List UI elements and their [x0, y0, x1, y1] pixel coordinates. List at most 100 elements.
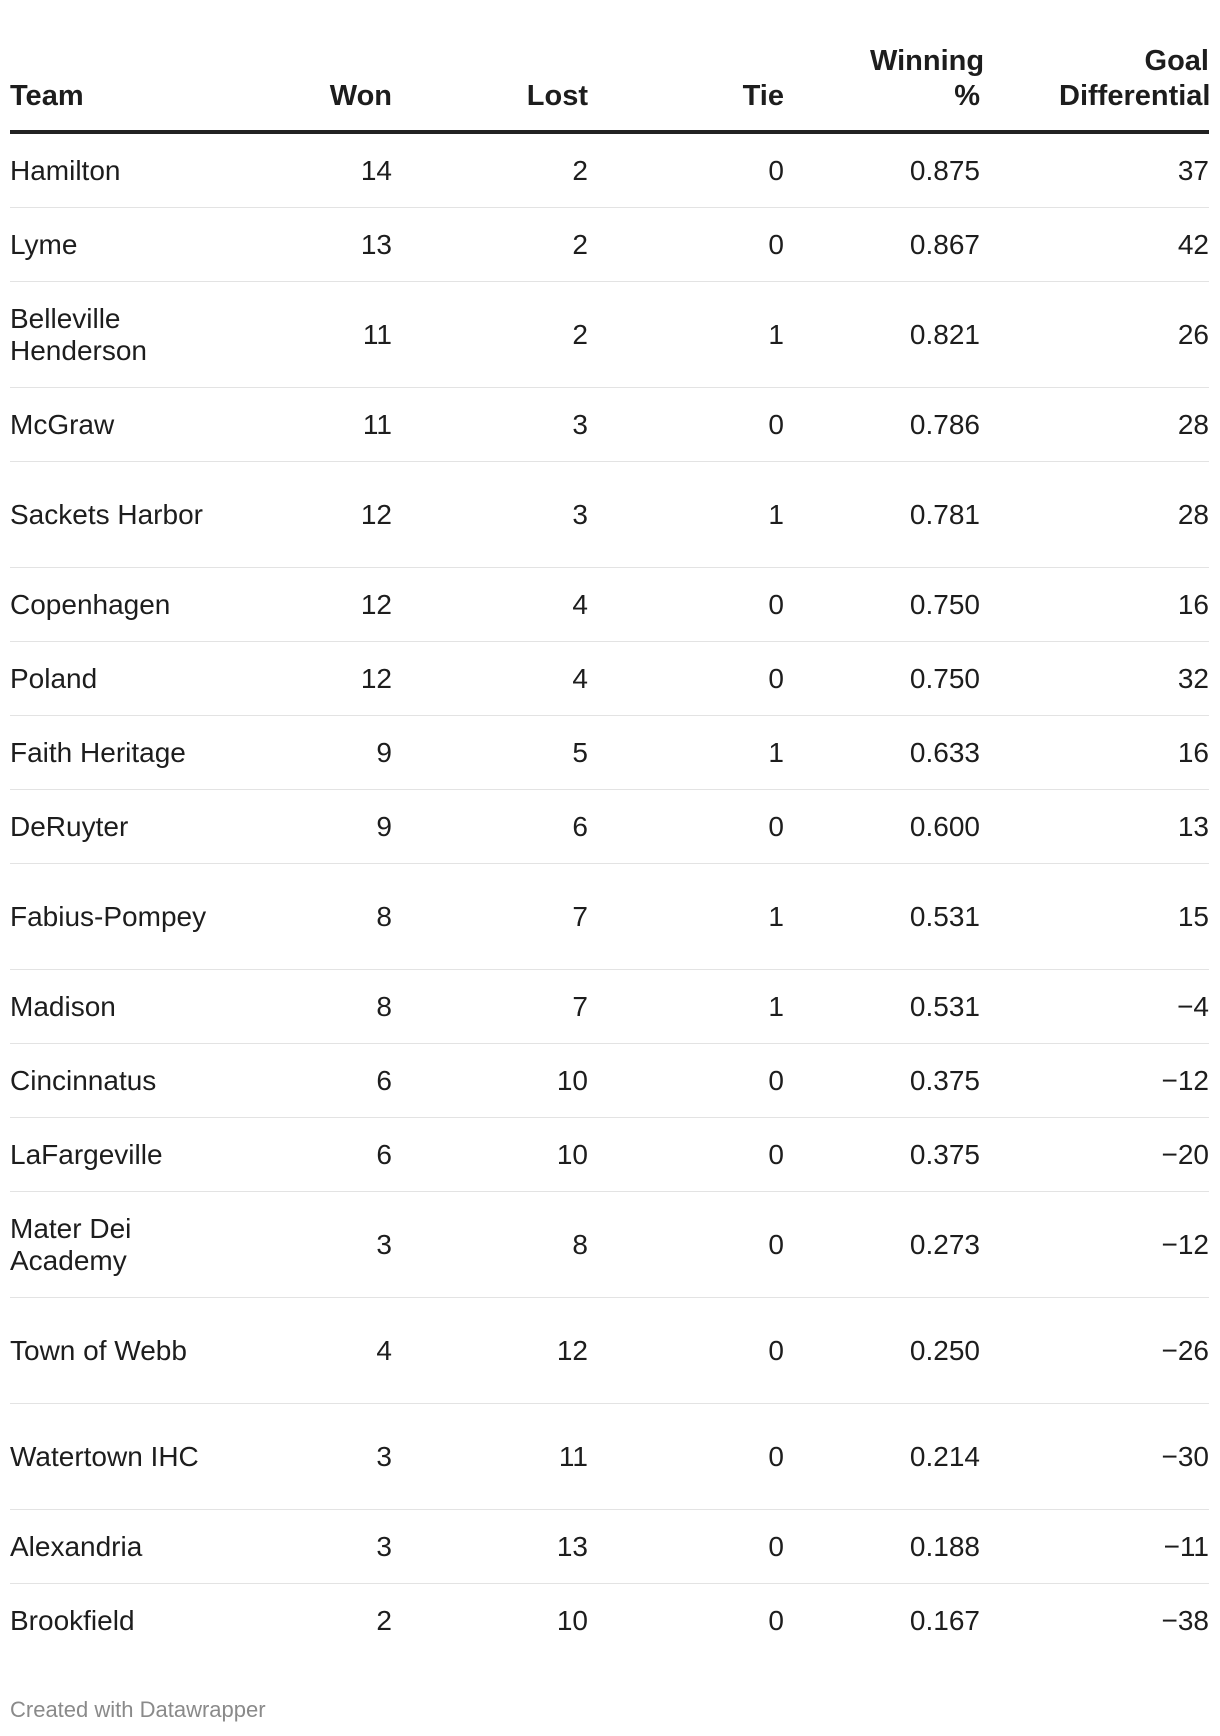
column-header-won[interactable]: Won — [210, 0, 392, 134]
table-row: McGraw 11 3 0 0.786 28 — [10, 387, 1209, 462]
column-header-tie[interactable]: Tie — [588, 0, 784, 134]
table-row: Town of Webb 4 12 0 0.250 −26 — [10, 1297, 1209, 1404]
cell-tie: 0 — [588, 387, 784, 462]
cell-winning-pct: 0.188 — [784, 1509, 980, 1584]
table-row: Poland 12 4 0 0.750 32 — [10, 641, 1209, 716]
cell-team: Cincinnatus — [10, 1043, 210, 1118]
table-row: Mater Dei Academy 3 8 0 0.273 −12 — [10, 1191, 1209, 1298]
cell-goal-differential: −20 — [980, 1117, 1209, 1192]
column-header-goal-differential[interactable]: Goal Differential — [980, 0, 1210, 134]
cell-goal-differential: 42 — [980, 207, 1209, 282]
cell-won: 8 — [210, 863, 392, 970]
cell-lost: 10 — [556, 1604, 588, 1636]
cell-team: Town of Webb — [10, 1297, 210, 1404]
cell-team: Poland — [10, 641, 210, 716]
cell-lost: 7 — [392, 863, 588, 970]
cell-won: 9 — [210, 789, 392, 864]
table-body: Hamilton 14 2 0 0.875 37 Lyme 13 2 0 0.867 42 Bellev… — [10, 132, 1209, 1657]
cell-won: 8 — [210, 969, 392, 1044]
table-row: Sackets Harbor 12 3 1 0.781 28 — [10, 461, 1209, 568]
column-header-team[interactable]: Team — [10, 0, 210, 134]
cell-won: 4 — [210, 1297, 392, 1404]
cell-lost: 10 — [392, 1117, 588, 1192]
column-header-lost[interactable]: Lost — [392, 0, 588, 134]
cell-winning-pct: 0.167 — [909, 1604, 980, 1636]
cell-winning-pct: 0.531 — [784, 863, 980, 970]
cell-team: Watertown IHC — [10, 1403, 210, 1510]
footer-credit: Created with Datawrapper — [10, 1697, 266, 1722]
cell-lost: 8 — [392, 1191, 588, 1298]
cell-tie: 0 — [588, 641, 784, 716]
cell-tie: 0 — [588, 1297, 784, 1404]
cell-won: 3 — [210, 1403, 392, 1510]
table-row: Watertown IHC 3 11 0 0.214 −30 — [10, 1403, 1209, 1510]
table-row: DeRuyter 9 6 0 0.600 13 — [10, 789, 1209, 864]
cell-goal-differential: −4 — [980, 969, 1209, 1044]
cell-lost: 2 — [392, 207, 588, 282]
cell-tie: 0 — [588, 1403, 784, 1510]
cell-tie: 0 — [588, 1509, 784, 1584]
cell-winning-pct: 0.821 — [784, 281, 980, 388]
table-row: LaFargeville 6 10 0 0.375 −20 — [10, 1117, 1209, 1192]
cell-won: 13 — [210, 207, 392, 282]
cell-team: Brookfield — [10, 1604, 135, 1636]
cell-winning-pct: 0.781 — [784, 461, 980, 568]
cell-winning-pct: 0.531 — [784, 969, 980, 1044]
cell-winning-pct: 0.786 — [784, 387, 980, 462]
cell-won: 11 — [210, 387, 392, 462]
cell-lost: 12 — [392, 1297, 588, 1404]
column-header-winning-pct[interactable]: Winning % — [784, 0, 984, 134]
cell-goal-differential: −12 — [980, 1043, 1209, 1118]
cell-lost: 10 — [392, 1043, 588, 1118]
standings-table-container: Team Won Lost Tie Winning % Goal Differe… — [10, 0, 1210, 1657]
cell-team: Faith Heritage — [10, 715, 210, 790]
cell-goal-differential: −12 — [980, 1191, 1209, 1298]
cell-goal-differential: 26 — [980, 281, 1209, 388]
cell-won: 12 — [210, 567, 392, 642]
cell-goal-differential: −11 — [980, 1509, 1209, 1584]
cell-winning-pct: 0.600 — [784, 789, 980, 864]
cell-goal-differential: 16 — [980, 715, 1209, 790]
table-row: Fabius-Pompey 8 7 1 0.531 15 — [10, 863, 1209, 970]
table-row: Madison 8 7 1 0.531 −4 — [10, 969, 1209, 1044]
standings-table: Team Won Lost Tie Winning % Goal Differe… — [10, 0, 1210, 1657]
cell-goal-differential: 28 — [980, 461, 1209, 568]
cell-winning-pct: 0.875 — [784, 132, 980, 208]
table-row: Hamilton 14 2 0 0.875 37 — [10, 132, 1209, 208]
cell-tie: 1 — [588, 715, 784, 790]
cell-won: 6 — [210, 1043, 392, 1118]
cell-lost: 2 — [392, 132, 588, 208]
cell-goal-differential: 37 — [980, 132, 1209, 208]
cell-goal-differential: −30 — [980, 1403, 1209, 1510]
cell-winning-pct: 0.214 — [784, 1403, 980, 1510]
cell-team: Fabius-Pompey — [10, 863, 210, 970]
cell-lost: 4 — [392, 641, 588, 716]
cell-lost: 4 — [392, 567, 588, 642]
cell-goal-differential: −38 — [1161, 1604, 1210, 1636]
cell-won: 12 — [210, 641, 392, 716]
cell-lost: 13 — [392, 1509, 588, 1584]
cell-tie: 0 — [588, 789, 784, 864]
cell-team: Copenhagen — [10, 567, 210, 642]
cell-team: LaFargeville — [10, 1117, 210, 1192]
cell-tie: 0 — [588, 132, 784, 208]
cell-won: 11 — [210, 281, 392, 388]
cell-tie: 0 — [768, 1604, 784, 1636]
cell-winning-pct: 0.633 — [784, 715, 980, 790]
cell-won: 2 — [376, 1604, 392, 1636]
cell-team: DeRuyter — [10, 789, 210, 864]
cell-team: Hamilton — [10, 132, 210, 208]
table-row: Lyme 13 2 0 0.867 42 — [10, 207, 1209, 282]
table-row: Alexandria 3 13 0 0.188 −11 — [10, 1509, 1209, 1584]
cell-winning-pct: 0.750 — [784, 641, 980, 716]
cell-won: 6 — [210, 1117, 392, 1192]
cell-won: 14 — [210, 132, 392, 208]
cell-team: Belleville Henderson — [10, 281, 210, 388]
cell-lost: 2 — [392, 281, 588, 388]
cell-won: 3 — [210, 1191, 392, 1298]
cell-winning-pct: 0.375 — [784, 1117, 980, 1192]
cell-lost: 5 — [392, 715, 588, 790]
cell-team: McGraw — [10, 387, 210, 462]
cell-goal-differential: 13 — [980, 789, 1209, 864]
cell-team: Lyme — [10, 207, 210, 282]
